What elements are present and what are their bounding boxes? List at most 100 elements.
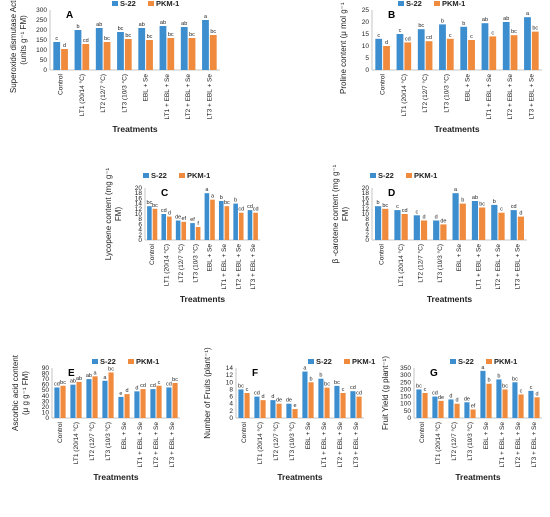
significance-letter: b (377, 200, 380, 206)
category-label: LT2 (12/7 °C) (99, 74, 107, 113)
bar-s22 (374, 206, 382, 240)
y-tick-label: 200 (400, 386, 411, 393)
bar-pkm1 (498, 212, 505, 240)
legend-swatch-s22 (112, 1, 118, 6)
significance-letter: d (271, 394, 274, 400)
significance-letter: bc (324, 382, 330, 388)
significance-letter: c (470, 34, 473, 40)
bar-s22 (394, 210, 401, 240)
legend-swatch-s22 (398, 1, 404, 6)
significance-letter: ab (86, 373, 92, 379)
legend-label-s22: S-22 (406, 0, 422, 8)
significance-letter: cd (161, 208, 167, 214)
bar-s22 (286, 403, 292, 418)
significance-letter: cd (402, 208, 408, 214)
y-tick-label: 14 (135, 201, 143, 208)
bar-s22 (452, 193, 459, 240)
legend-swatch-s22 (308, 359, 314, 364)
y-tick-label: 8 (138, 216, 142, 223)
y-tick-label: 0 (45, 415, 49, 422)
significance-letter: bc (152, 203, 158, 209)
category-label: LT1 + EBL + Se (486, 74, 493, 120)
y-axis-title-line2: (μ g g⁻¹ FM) (21, 371, 30, 415)
bar-pkm1 (181, 221, 187, 240)
bar-s22 (238, 389, 244, 418)
significance-letter: bc (147, 34, 153, 40)
significance-letter: c (424, 387, 427, 393)
bar-pkm1 (502, 389, 508, 418)
y-tick-label: 0 (365, 237, 369, 244)
y-tick-label: 4 (229, 401, 233, 408)
y-tick-label: 300 (36, 7, 47, 14)
bar-pkm1 (167, 216, 172, 240)
bar-s22 (53, 42, 61, 70)
significance-letter: c (342, 387, 345, 393)
y-axis-title-line2: (units g⁻¹ FM) (19, 15, 28, 65)
significance-letter: e (119, 391, 122, 397)
significance-letter: d (435, 215, 438, 221)
bar-pkm1 (140, 389, 146, 418)
bar-pkm1 (438, 400, 444, 418)
x-axis-title: Treatments (434, 124, 480, 134)
category-label: LT2 (12/7 °C) (450, 422, 458, 461)
significance-letter: bc (334, 380, 340, 386)
significance-letter: cd (166, 381, 172, 387)
significance-letter: a (454, 187, 458, 193)
category-label: LT1 (20/14 °C) (434, 422, 442, 464)
y-tick-label: 4 (365, 227, 369, 234)
legend-swatch-pkm1 (406, 173, 412, 178)
significance-letter: b (497, 373, 500, 379)
significance-letter: d (262, 394, 265, 400)
bar-pkm1 (156, 385, 162, 418)
bar-s22 (433, 220, 440, 240)
y-tick-label: 70 (42, 376, 50, 383)
significance-letter: d (449, 393, 452, 399)
category-label: LT3 (10/3 °C) (191, 244, 199, 283)
legend-label-s22: S-22 (120, 0, 136, 8)
legend-swatch-s22 (92, 359, 98, 364)
y-tick-label: 250 (400, 379, 411, 386)
significance-letter: bc (146, 200, 152, 206)
bar-pkm1 (425, 41, 433, 70)
significance-letter: ab (139, 22, 145, 28)
bar-pkm1 (382, 208, 389, 240)
bar-s22 (134, 391, 140, 418)
bar-s22 (190, 223, 195, 240)
bar-pkm1 (244, 393, 250, 418)
y-tick-label: 10 (135, 211, 143, 218)
bar-s22 (147, 206, 152, 240)
y-tick-label: 250 (36, 17, 47, 24)
y-tick-label: 16 (135, 195, 143, 202)
significance-letter: a (204, 14, 208, 20)
y-axis-title-line2: FM) (341, 207, 350, 222)
significance-letter: bc (238, 383, 244, 389)
bar-pkm1 (108, 372, 114, 418)
category-label: Control (379, 243, 386, 265)
category-label: LT2 (12/7 °C) (88, 422, 96, 461)
category-label: LT3 (10/3 °C) (104, 422, 112, 461)
y-tick-label: 0 (43, 67, 47, 74)
category-label: LT1 (20/14 °C) (397, 244, 405, 286)
significance-letter: c (377, 33, 380, 39)
y-axis-title: Superoxide dismutase Activity (9, 0, 18, 93)
bar-s22 (70, 384, 76, 418)
significance-letter: ab (76, 376, 82, 382)
y-axis-title-line2: FM) (114, 207, 123, 222)
significance-letter: bc (512, 376, 518, 382)
significance-letter: b (310, 376, 313, 382)
y-tick-label: 20 (135, 185, 143, 192)
y-tick-label: 50 (404, 408, 412, 415)
significance-letter: c (55, 36, 58, 42)
category-label: LT2 + EBL + Se (235, 244, 242, 290)
panel-letter: E (68, 368, 75, 379)
significance-letter: bc (104, 36, 110, 42)
bar-pkm1 (124, 39, 132, 70)
bar-s22 (524, 17, 531, 70)
significance-letter: a (211, 194, 215, 200)
y-tick-label: 2 (138, 232, 142, 239)
category-label: LT1 (20/14 °C) (78, 74, 86, 116)
significance-letter: cd (247, 204, 253, 210)
y-tick-label: 10 (362, 211, 370, 218)
significance-letter: c (491, 30, 494, 36)
